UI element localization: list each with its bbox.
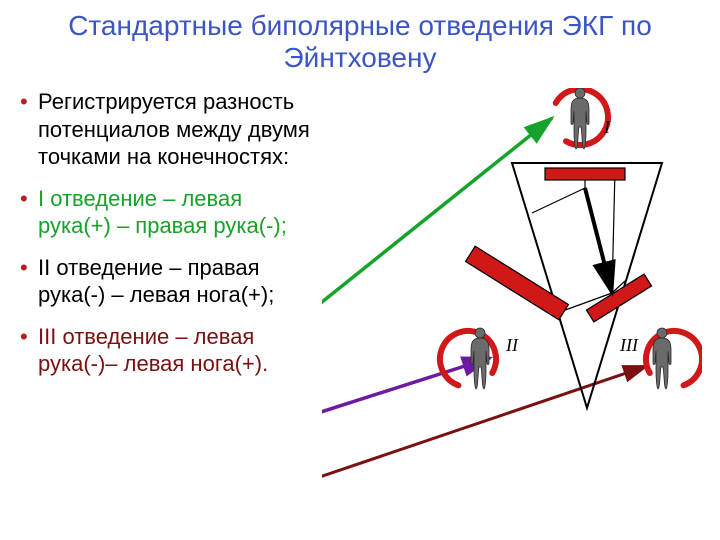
lead-label: II — [505, 335, 519, 355]
bullet-list: Регистрируется разность потенциалов межд… — [18, 88, 322, 518]
bullet-item: III отведение – левая рука(-)– левая ног… — [18, 323, 314, 378]
lead-label: III — [619, 335, 639, 355]
body-figure: II — [440, 328, 519, 389]
projection-line — [532, 188, 585, 213]
lead-bar — [466, 247, 569, 321]
bullet-item: I отведение – левая рука(+) – правая рук… — [18, 185, 314, 240]
body-figure: III — [619, 328, 702, 389]
slide-title: Стандартные биполярные отведения ЭКГ по … — [18, 10, 702, 74]
bullet-item: II отведение – правая рука(-) – левая но… — [18, 254, 314, 309]
pointer-arrow — [322, 358, 490, 418]
bullet-item: Регистрируется разность потенциалов межд… — [18, 88, 314, 171]
lead-bar — [586, 274, 651, 322]
body-figure: I — [556, 88, 611, 149]
lead-label: I — [603, 117, 611, 137]
einthoven-diagram: IIIIII — [322, 88, 702, 518]
content-row: Регистрируется разность потенциалов межд… — [18, 88, 702, 518]
lead-bar — [545, 168, 625, 180]
heart-vector — [585, 188, 612, 293]
projection-line — [612, 170, 615, 293]
